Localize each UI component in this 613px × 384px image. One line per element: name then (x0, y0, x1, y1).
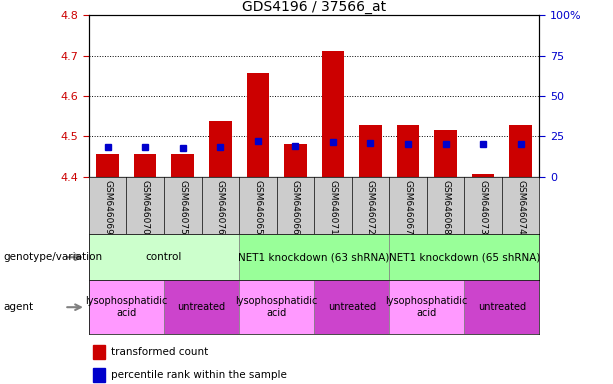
Bar (239, 280, 314, 334)
Bar (472, 174, 494, 177)
Text: GSM646072: GSM646072 (366, 180, 375, 234)
Bar (172, 154, 194, 177)
Bar (96, 154, 119, 177)
Text: GSM646073: GSM646073 (479, 180, 487, 234)
Text: GSM646071: GSM646071 (329, 180, 337, 234)
Bar (93, 345, 105, 359)
Bar (239, 234, 389, 280)
Bar (322, 51, 344, 177)
Text: lysophosphatidic
acid: lysophosphatidic acid (85, 296, 167, 318)
Bar (89, 234, 239, 280)
Text: transformed count: transformed count (110, 347, 208, 357)
Bar (465, 280, 539, 334)
Text: GSM646069: GSM646069 (103, 180, 112, 234)
Text: agent: agent (3, 302, 33, 312)
Bar (359, 126, 382, 177)
Bar (93, 368, 105, 382)
Text: untreated: untreated (478, 302, 526, 312)
Text: NET1 knockdown (65 shRNA): NET1 knockdown (65 shRNA) (389, 252, 540, 262)
Bar (389, 234, 539, 280)
Text: GSM646076: GSM646076 (216, 180, 225, 234)
Text: GSM646075: GSM646075 (178, 180, 187, 234)
Text: GSM646068: GSM646068 (441, 180, 450, 234)
Bar (89, 280, 164, 334)
Bar (397, 126, 419, 177)
Title: GDS4196 / 37566_at: GDS4196 / 37566_at (242, 0, 386, 14)
Text: GSM646066: GSM646066 (291, 180, 300, 234)
Text: NET1 knockdown (63 shRNA): NET1 knockdown (63 shRNA) (238, 252, 390, 262)
Bar (209, 121, 232, 177)
Bar (314, 280, 389, 334)
Text: untreated: untreated (177, 302, 226, 312)
Text: GSM646065: GSM646065 (253, 180, 262, 234)
Bar (164, 280, 239, 334)
Bar (389, 280, 465, 334)
Text: GSM646074: GSM646074 (516, 180, 525, 234)
Bar (134, 154, 156, 177)
Bar (434, 130, 457, 177)
Text: untreated: untreated (327, 302, 376, 312)
Text: percentile rank within the sample: percentile rank within the sample (110, 370, 286, 380)
Bar (509, 126, 532, 177)
Text: lysophosphatidic
acid: lysophosphatidic acid (235, 296, 318, 318)
Bar (284, 144, 306, 177)
Bar (246, 73, 269, 177)
Text: lysophosphatidic
acid: lysophosphatidic acid (386, 296, 468, 318)
Text: control: control (146, 252, 182, 262)
Text: GSM646067: GSM646067 (403, 180, 413, 234)
Text: genotype/variation: genotype/variation (3, 252, 102, 262)
Text: GSM646070: GSM646070 (141, 180, 150, 234)
